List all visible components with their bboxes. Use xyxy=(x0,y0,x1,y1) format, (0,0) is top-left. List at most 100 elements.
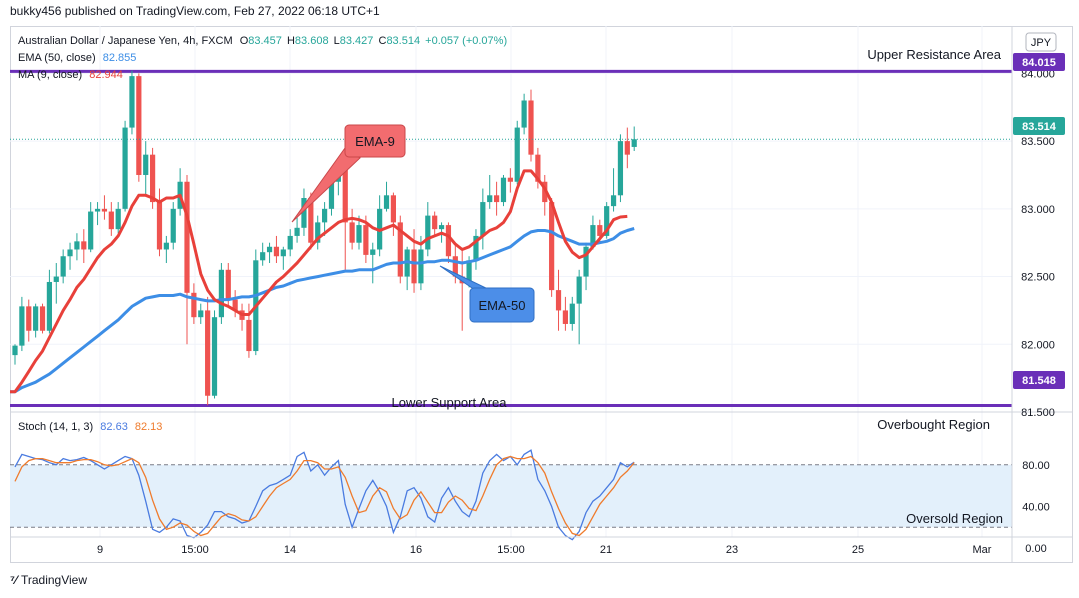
stoch-k-value: 82.63 xyxy=(100,421,128,433)
price-axis: 84.000 83.500 83.000 82.500 82.000 81.500 xyxy=(1021,68,1055,419)
candle-body xyxy=(383,195,390,209)
candle-body xyxy=(569,303,575,324)
candle-body xyxy=(583,246,589,277)
time-tick-label: 16 xyxy=(410,544,422,556)
candle-body xyxy=(232,299,238,311)
stoch-tick-label: 40.00 xyxy=(1022,501,1050,513)
candle-body xyxy=(26,306,32,331)
candle-body xyxy=(604,206,610,236)
grid-lines xyxy=(10,26,1012,537)
ema50-callout-box xyxy=(469,287,535,323)
time-tick-label: 9 xyxy=(97,544,103,556)
price-tick-label: 83.500 xyxy=(1021,136,1055,148)
candle-body xyxy=(218,269,224,318)
time-tick-label: 25 xyxy=(852,544,864,556)
candle-body xyxy=(549,202,555,291)
time-axis: 9 15:00 14 16 15:00 21 23 25 Mar xyxy=(97,544,992,556)
price-tick-label: 82.500 xyxy=(1021,272,1055,284)
candle-body xyxy=(143,154,149,175)
svg-text:81.548: 81.548 xyxy=(1022,375,1056,387)
candle-body xyxy=(542,181,548,203)
legend-symbol-row: Australian Dollar / Japanese Yen, 4h, FX… xyxy=(18,35,507,47)
candle-body xyxy=(198,310,204,318)
overbought-label: Overbought Region xyxy=(877,417,990,432)
candle-body xyxy=(624,141,630,155)
ema-value: 82.855 xyxy=(102,52,137,64)
stoch-d-value: 82.13 xyxy=(134,421,163,433)
candles xyxy=(12,70,637,406)
candle-body xyxy=(494,195,500,203)
publish-info: bukky456 published on TradingView.com, F… xyxy=(10,4,380,18)
candle-body xyxy=(170,208,176,243)
candle-body xyxy=(273,246,280,257)
ema50-line xyxy=(10,227,635,394)
change-value: +0.057 (+0.07%) xyxy=(425,35,508,47)
candle-body xyxy=(466,260,472,284)
candle-body xyxy=(136,76,142,175)
footer: ⁷⁄ TradingView xyxy=(10,573,87,587)
stoch-axis: 80.00 40.00 0.00 xyxy=(1022,460,1050,555)
candle-body xyxy=(294,227,300,236)
candle-body xyxy=(370,249,376,255)
candle-body xyxy=(246,319,252,352)
candle-body xyxy=(507,177,513,182)
candle-body xyxy=(108,211,114,230)
candle-body xyxy=(438,225,445,230)
oversold-label: Oversold Region xyxy=(906,511,1003,526)
ema9-callout-label: EMA-9 xyxy=(355,134,395,149)
candle-body xyxy=(610,195,617,207)
candle-body xyxy=(191,292,197,318)
candle-body xyxy=(356,225,362,243)
candle-body xyxy=(397,222,403,277)
candle-body xyxy=(500,177,507,203)
candle-body xyxy=(390,195,396,223)
candle-body xyxy=(411,249,417,284)
price-tick-label: 83.000 xyxy=(1021,204,1055,216)
candle-body xyxy=(535,154,541,182)
close-label: C xyxy=(378,35,387,47)
ma9-line xyxy=(10,169,628,394)
high-value: 83.608 xyxy=(294,35,329,47)
currency-button[interactable]: JPY xyxy=(1025,32,1057,52)
price-tick-label: 81.500 xyxy=(1021,407,1055,419)
candle-body xyxy=(33,306,39,331)
ma-value: 82.944 xyxy=(89,69,123,81)
candle-body xyxy=(53,276,59,282)
candle-body xyxy=(315,222,321,243)
symbol-title: Australian Dollar / Japanese Yen, 4h, FX… xyxy=(18,35,233,47)
candle-body xyxy=(445,225,452,257)
candle-body xyxy=(322,208,328,223)
tradingview-logo-icon: ⁷⁄ xyxy=(10,573,17,587)
candle-body xyxy=(418,249,424,284)
candle-body xyxy=(39,306,46,331)
candle-body xyxy=(19,306,25,346)
candle-body xyxy=(363,225,369,255)
candle-body xyxy=(129,76,135,128)
price-tick-label: 84.000 xyxy=(1021,68,1055,80)
candle-body xyxy=(473,235,479,261)
stoch-band xyxy=(10,464,1012,528)
chart-frame[interactable] xyxy=(10,26,1073,563)
time-tick-label: 15:00 xyxy=(497,544,525,556)
low-value: 83.427 xyxy=(339,35,374,47)
candle-body xyxy=(122,127,128,209)
candle-body xyxy=(590,225,596,247)
low-label: L xyxy=(333,35,340,47)
candle-body xyxy=(576,276,582,304)
time-tick-label: 21 xyxy=(600,544,612,556)
candle-body xyxy=(184,181,190,293)
candle-body xyxy=(81,241,87,250)
candle-body xyxy=(101,208,108,212)
candle-body xyxy=(88,211,94,250)
candle-body xyxy=(46,281,52,331)
support-price-tag: 81.548 xyxy=(1013,371,1065,389)
ema50-callout-label: EMA-50 xyxy=(479,298,526,313)
legend-stoch-row: Stoch (14, 1, 3) 82.63 82.13 xyxy=(18,421,162,433)
time-tick-label: Mar xyxy=(973,544,992,556)
candle-body xyxy=(67,249,73,257)
candle-body xyxy=(349,222,355,243)
candle-body xyxy=(205,310,211,396)
candle-body xyxy=(94,208,101,212)
stoch-guides xyxy=(10,464,1012,528)
